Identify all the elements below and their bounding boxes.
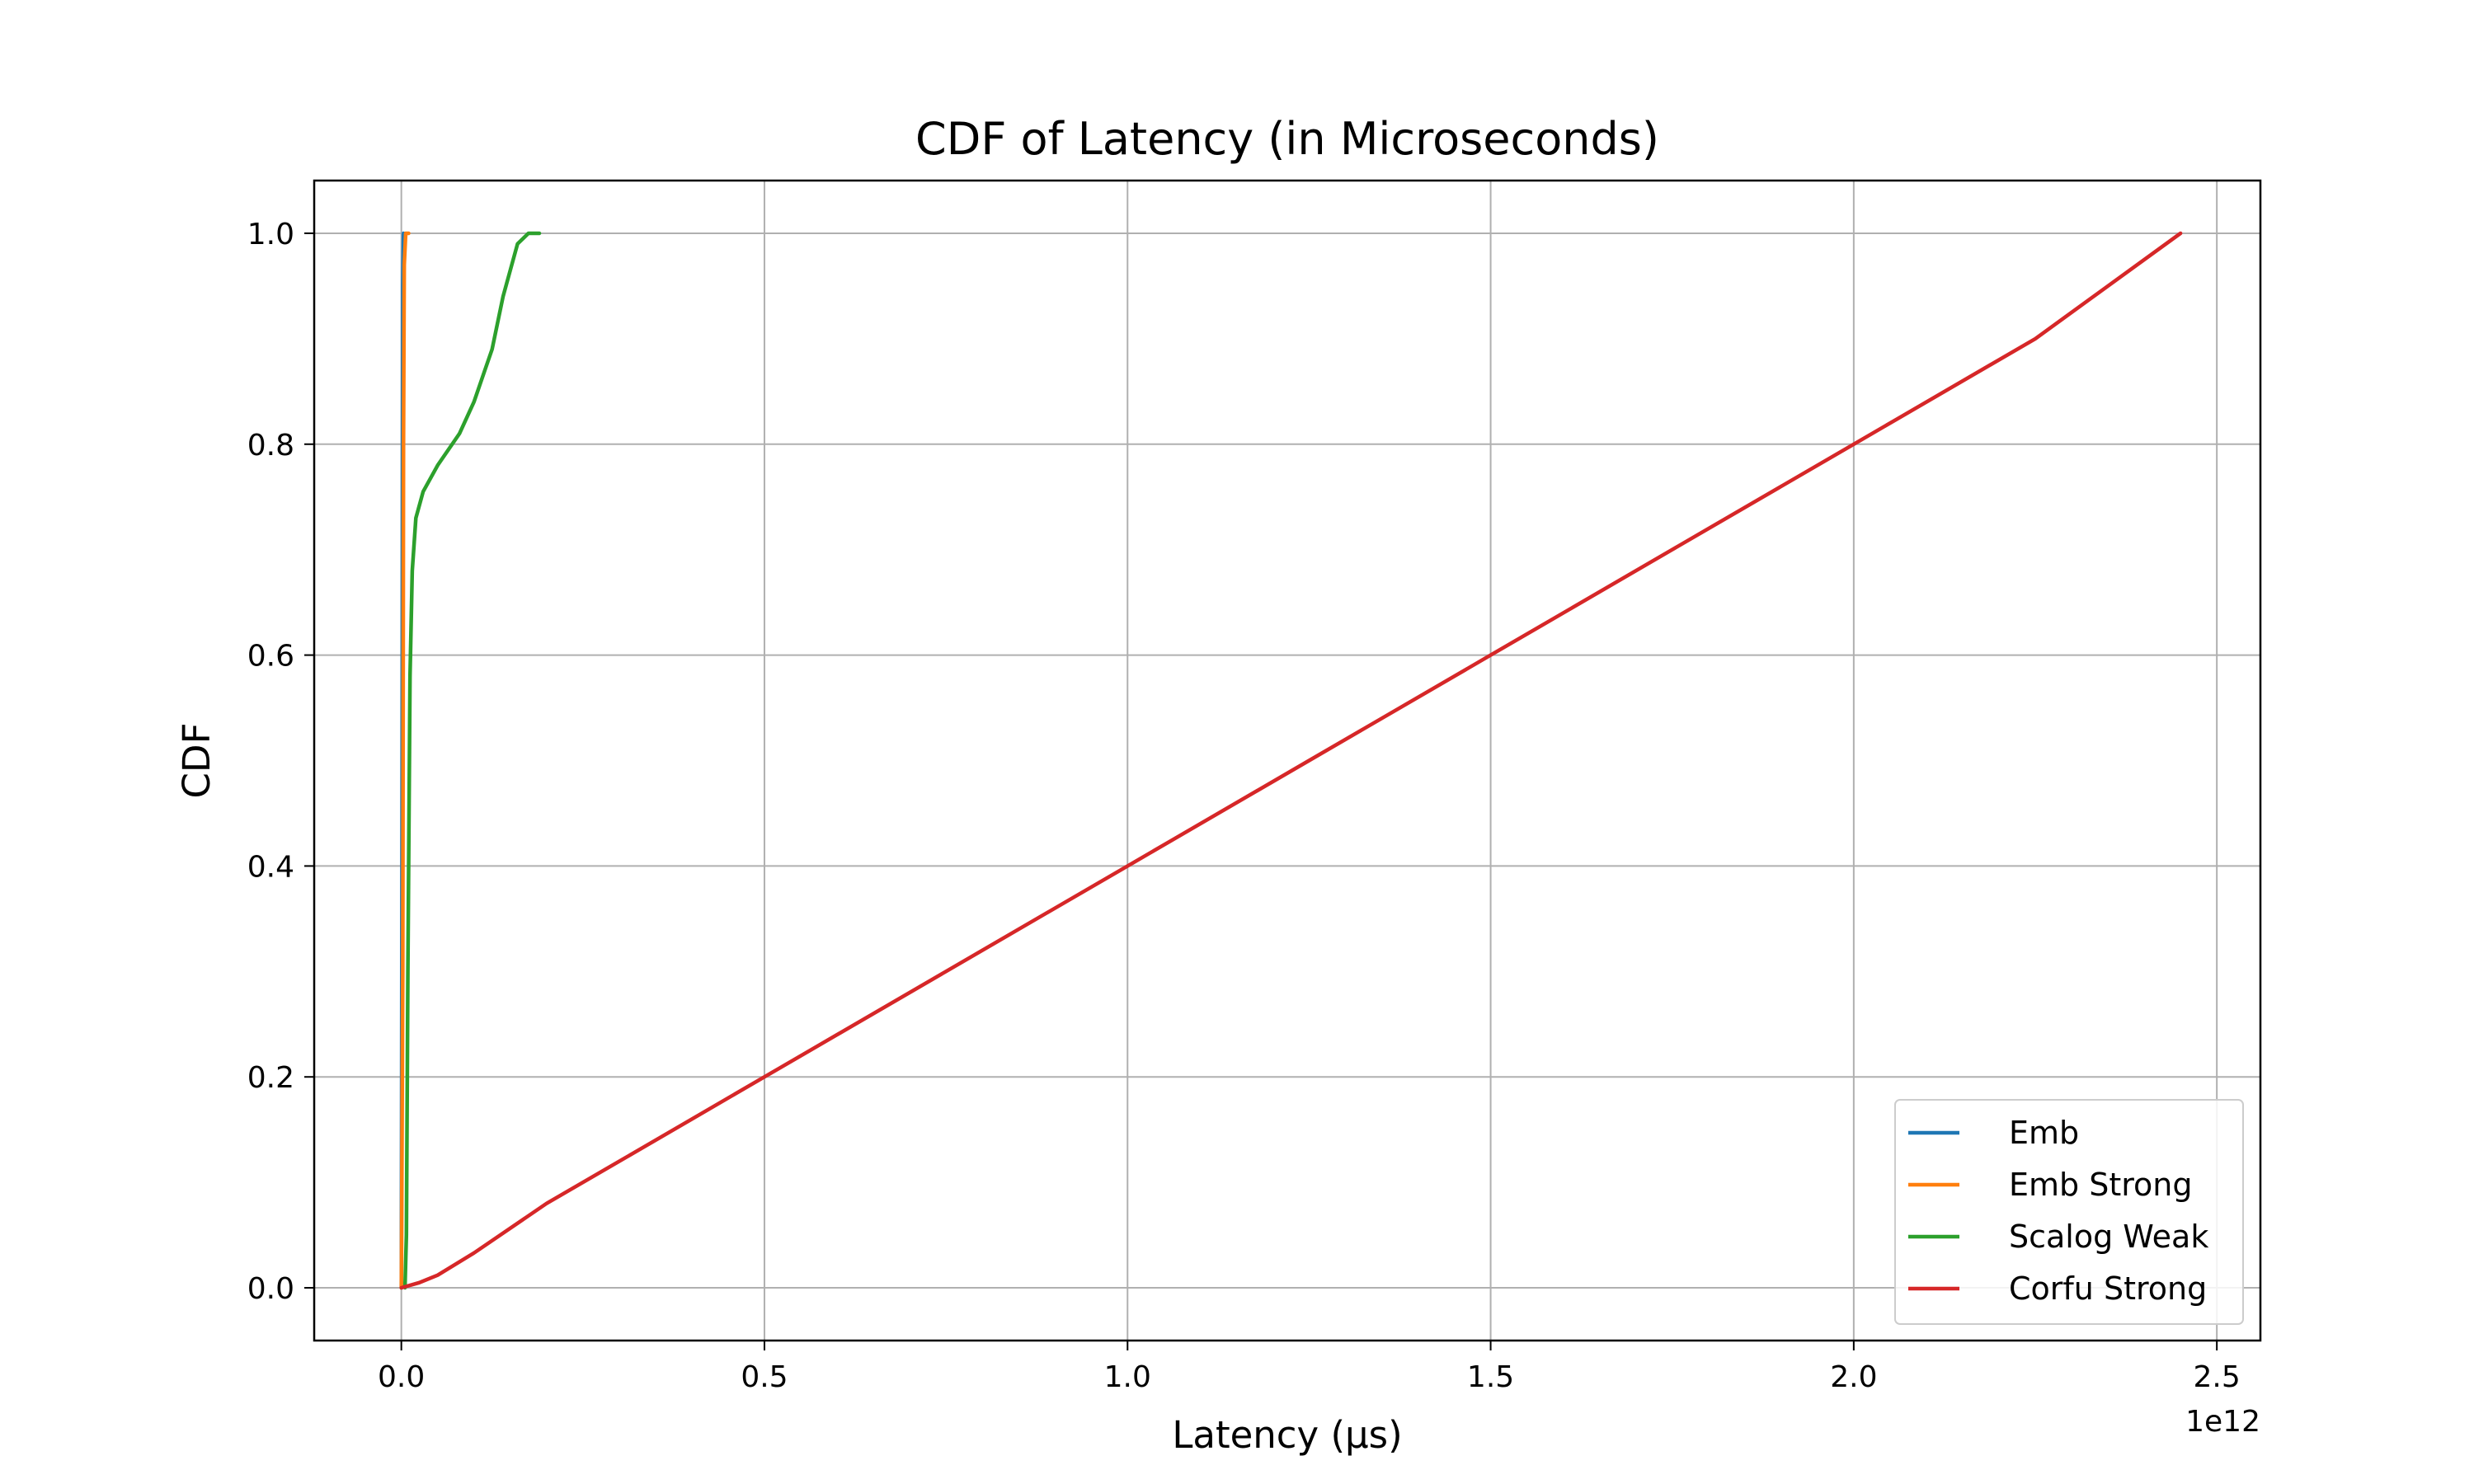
x-tick-label: 0.5 [741, 1360, 788, 1394]
chart-title: CDF of Latency (in Microseconds) [915, 113, 1659, 165]
legend-label-corfu-strong: Corfu Strong [2009, 1270, 2207, 1307]
y-tick-label: 0.6 [247, 640, 294, 674]
series-line-scalog-weak [402, 231, 542, 1290]
series-line-emb-strong [399, 231, 411, 1290]
x-tick-label: 0.0 [378, 1360, 425, 1394]
legend-label-emb: Emb [2009, 1115, 2079, 1151]
legend-box [1894, 1099, 2244, 1325]
series-line-corfu-strong [399, 231, 2183, 1290]
y-axis-label: CDF [175, 723, 219, 799]
series-layer [399, 231, 2183, 1290]
legend: Emb Emb Strong Scalog Weak Corfu Strong [1894, 1099, 2244, 1325]
y-tick-label: 0.0 [247, 1272, 294, 1306]
y-tick-label: 0.8 [247, 429, 294, 463]
x-tick-label: 1.5 [1467, 1360, 1514, 1394]
legend-label-emb-strong: Emb Strong [2009, 1167, 2193, 1203]
y-tick-label: 1.0 [247, 218, 294, 251]
y-tick-label: 0.2 [247, 1061, 294, 1095]
x-tick-label: 2.5 [2194, 1360, 2241, 1394]
x-axis-offset-text: 1e12 [2185, 1405, 2260, 1439]
x-axis-label: Latency (µs) [1172, 1413, 1402, 1457]
legend-label-scalog-weak: Scalog Weak [2009, 1219, 2208, 1255]
x-tick-label: 2.0 [1830, 1360, 1877, 1394]
y-tick-label: 0.4 [247, 850, 294, 884]
ticks: 0.0 0.5 1.0 1.5 2.0 2.5 0.0 0.2 0.4 0.6 0.8 1.0 [247, 218, 2241, 1394]
x-tick-label: 1.0 [1104, 1360, 1151, 1394]
plot-frame [313, 179, 2262, 1342]
